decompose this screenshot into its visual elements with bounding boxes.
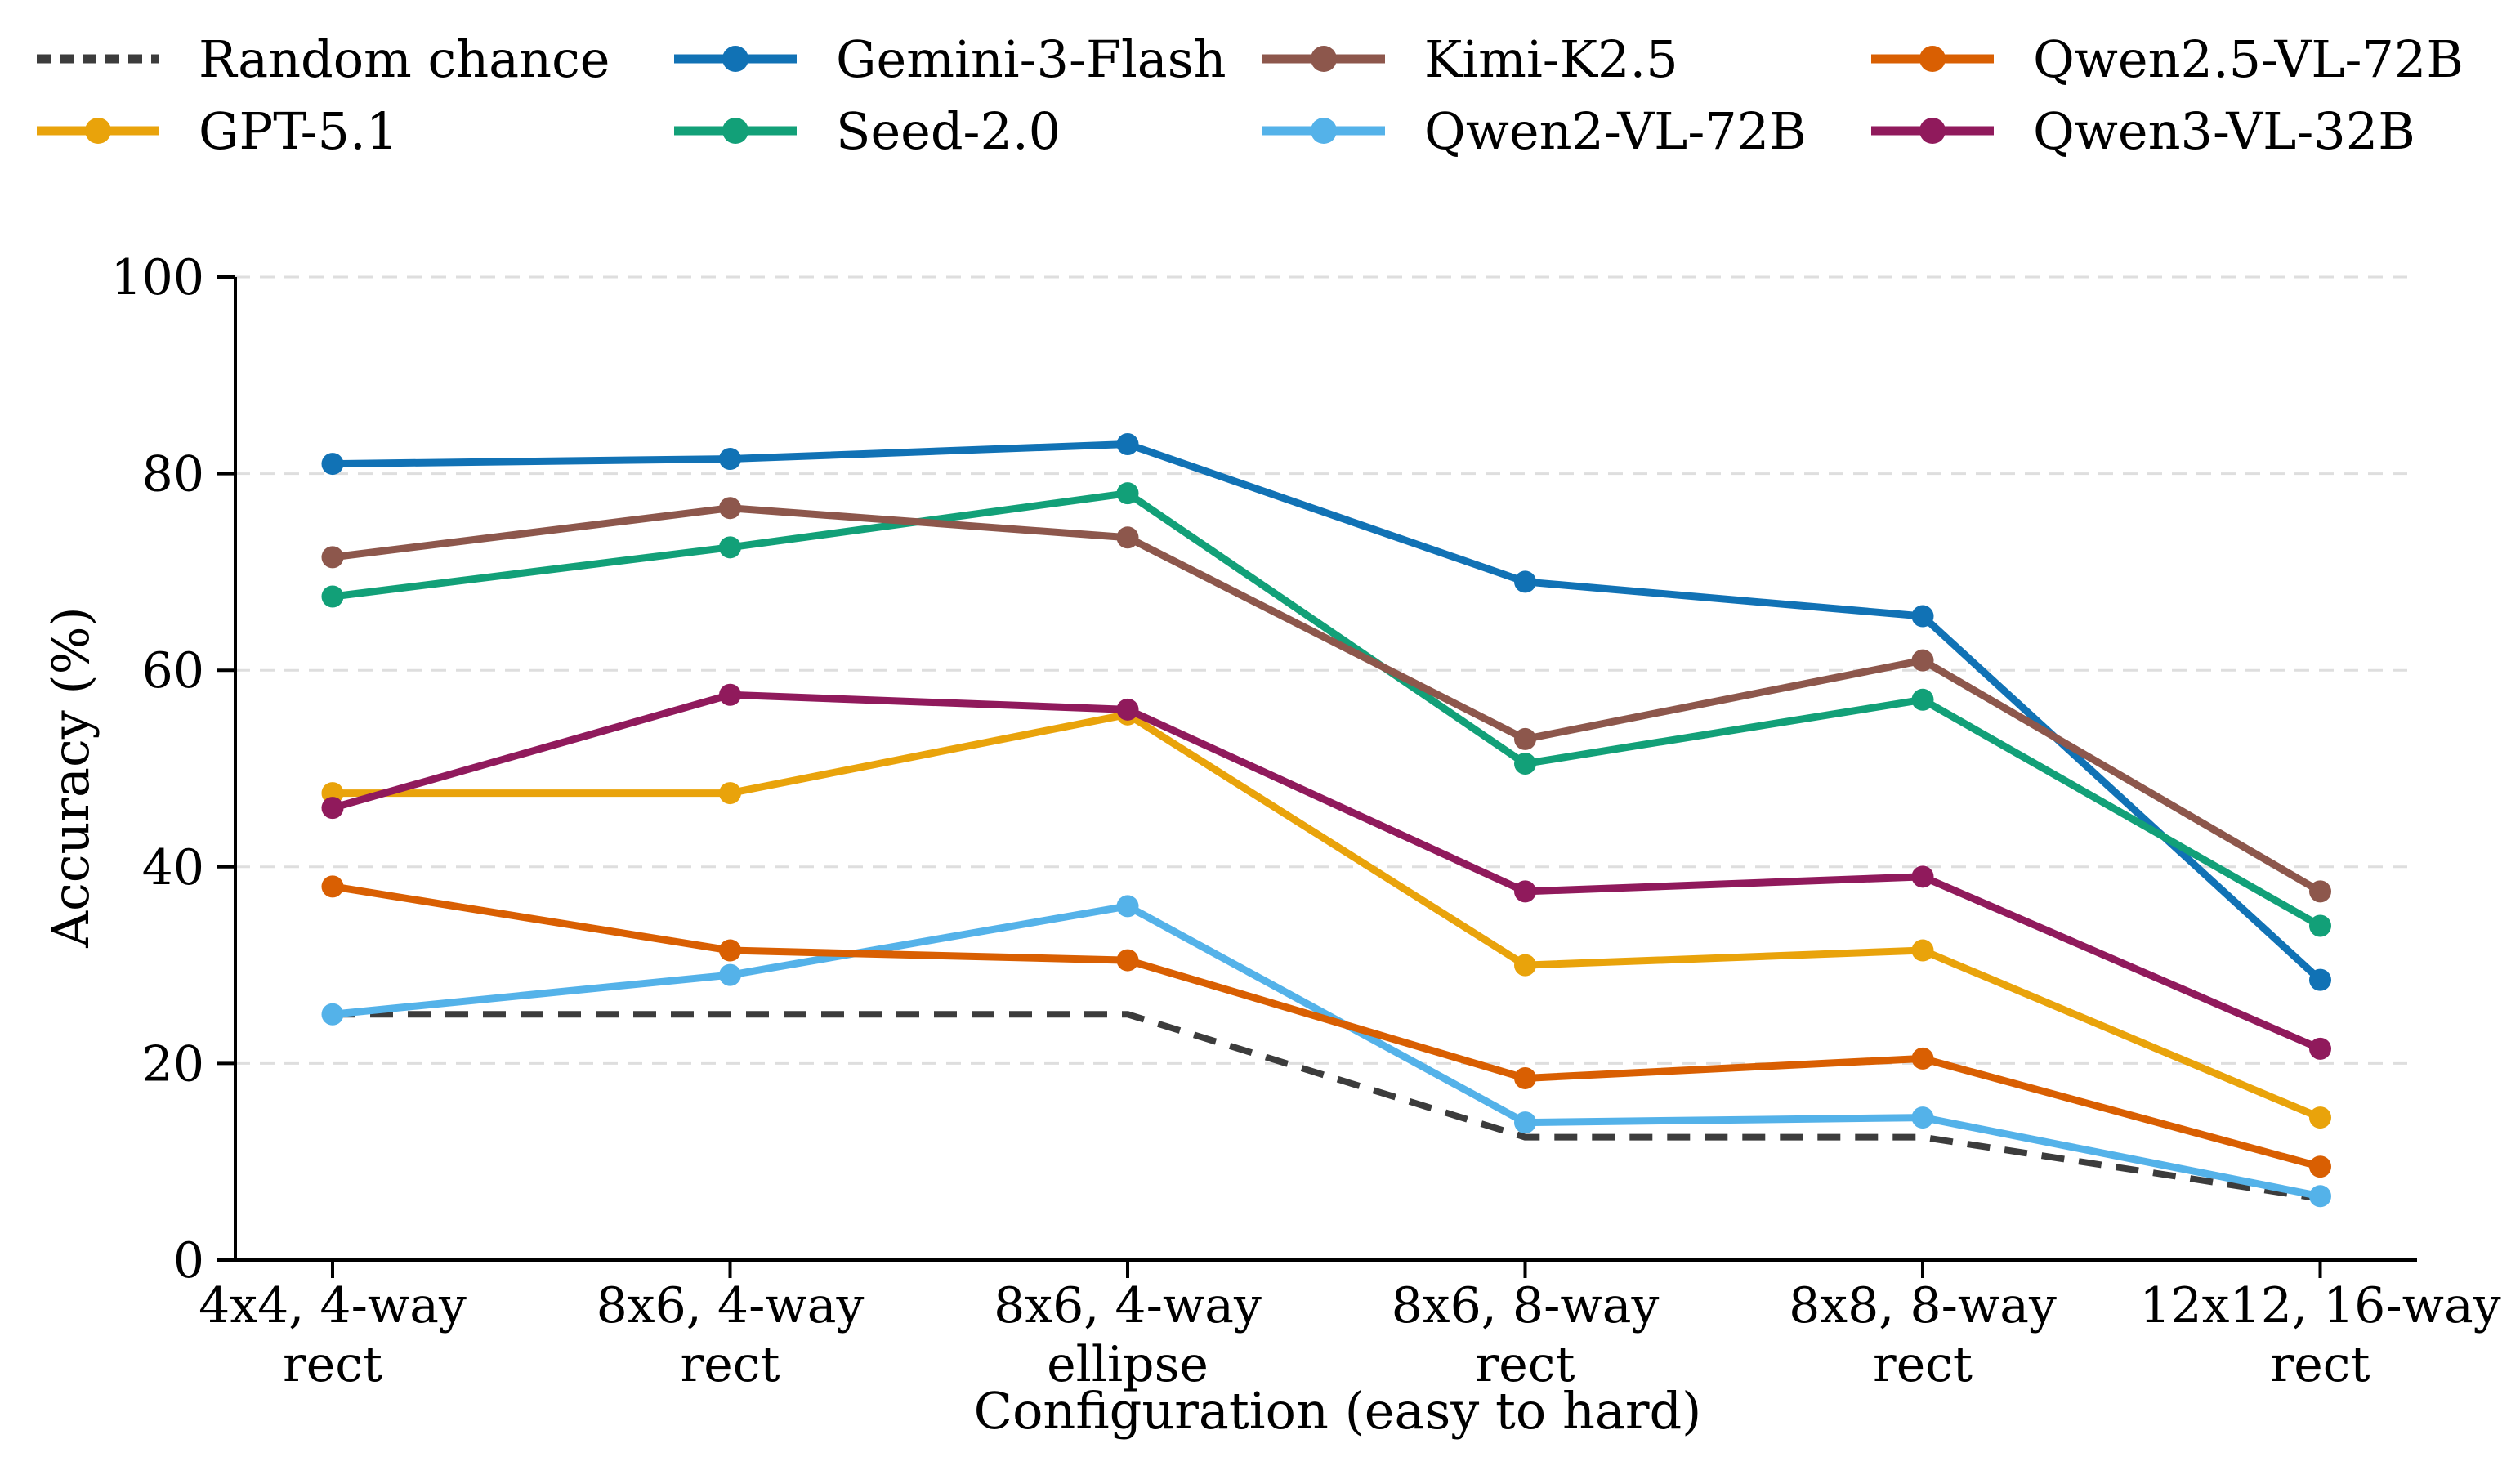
series-marker-qwen2-5-vl-72b [2309,1155,2331,1178]
series-marker-gemini-3-flash [2309,968,2331,991]
y-tick-label: 0 [173,1232,204,1289]
series-marker-kimi-k2-5 [2309,880,2331,903]
y-tick-label: 20 [142,1035,204,1093]
legend-item-kimi-k2-5: Kimi-K2.5 [1262,29,1678,89]
x-tick-label: 8x6, 4-way rect [596,1277,865,1393]
legend-marker-qwen2-vl-72b [1311,118,1337,144]
legend-item-qwen3-vl-32b: Qwen3-VL-32B [1871,101,2415,161]
legend-marker-kimi-k2-5 [1311,46,1337,72]
series-marker-qwen3-vl-32b [2309,1037,2331,1060]
series-marker-kimi-k2-5 [1116,526,1139,549]
series-line-gpt-5-1 [333,710,2322,1121]
series-marker-qwen3-vl-32b [1514,880,1536,903]
legend-item-qwen2-vl-72b: Qwen2-VL-72B [1262,101,1807,161]
series-marker-qwen2-5-vl-72b [321,875,344,898]
series-marker-kimi-k2-5 [1911,649,1934,672]
grid-layer [235,275,2417,1065]
series-line-qwen2-5-vl-72b [332,883,2321,1171]
legend-marker-gemini-3-flash [722,46,748,72]
legend-item-seed-2-0: Seed-2.0 [674,101,1061,161]
series-marker-seed-2-0 [321,585,344,608]
legend-label-gpt-5-1: GPT-5.1 [199,101,398,161]
series-marker-seed-2-0 [719,536,741,559]
legend-item-gpt-5-1: GPT-5.1 [37,101,398,161]
legend-label-gemini-3-flash: Gemini-3-Flash [836,29,1226,89]
x-tick-label: 12x12, 16-way rect [2139,1277,2500,1393]
series-marker-qwen2-5-vl-72b [1911,1047,1934,1070]
y-tick-label: 100 [110,249,204,306]
series-marker-gemini-3-flash [1116,433,1139,456]
legend-marker-seed-2-0 [722,118,748,144]
series-marker-qwen2-5-vl-72b [1514,1066,1536,1089]
series-line-random-chance [333,1011,2321,1202]
series-marker-qwen3-vl-32b [1116,698,1139,721]
series-marker-gemini-3-flash [321,453,344,476]
legend-marker-gpt-5-1 [85,118,111,144]
series-line-seed-2-0 [332,489,2322,929]
x-tick-label: 8x6, 4-way ellipse [994,1277,1262,1393]
series-marker-qwen2-vl-72b [321,1003,344,1026]
series-marker-qwen2-vl-72b [2309,1185,2331,1208]
x-tick-label: 4x4, 4-way rect [199,1277,467,1393]
series-marker-kimi-k2-5 [321,546,344,569]
legend-label-random-chance: Random chance [199,29,610,89]
legend-label-seed-2-0: Seed-2.0 [836,101,1061,161]
series-line-gemini-3-flash [332,440,2323,983]
series-marker-gemini-3-flash [1514,570,1536,593]
legend-label-qwen3-vl-32b: Qwen3-VL-32B [2033,101,2415,161]
series-marker-seed-2-0 [1116,482,1139,505]
series-marker-qwen2-5-vl-72b [719,939,741,962]
y-axis-title: Accuracy (%) [41,606,101,949]
legend-label-kimi-k2-5: Kimi-K2.5 [1424,29,1678,89]
series-marker-qwen2-vl-72b [1911,1106,1934,1129]
series-marker-qwen3-vl-32b [719,683,741,706]
series-marker-qwen2-vl-72b [719,963,741,986]
legend-item-qwen2-5-vl-72b: Qwen2.5-VL-72B [1871,29,2464,89]
series-marker-seed-2-0 [1514,752,1536,775]
series-marker-kimi-k2-5 [719,497,741,520]
legend-label-qwen2-vl-72b: Qwen2-VL-72B [1424,101,1807,161]
series-marker-qwen2-5-vl-72b [1116,949,1139,972]
x-tick-label: 8x8, 8-way rect [1789,1277,2057,1393]
series-line-qwen3-vl-32b [331,691,2322,1053]
series-marker-qwen2-vl-72b [1514,1111,1536,1134]
y-tick-label: 40 [142,839,204,896]
legend-item-gemini-3-flash: Gemini-3-Flash [674,29,1226,89]
series-line-kimi-k2-5 [332,504,2322,895]
axis-layer: 0 20 40 60 80 100 4x4, 4-way rect 8x6, 4-way rect… [110,249,2500,1393]
series-layer [321,433,2331,1208]
series-marker-gpt-5-1 [1514,954,1536,977]
x-axis-title: Configuration (easy to hard) [974,1381,1702,1441]
series-marker-qwen3-vl-32b [1911,865,1934,888]
series-marker-gpt-5-1 [2309,1106,2331,1129]
series-marker-qwen2-vl-72b [1116,895,1139,918]
x-tick-label: 8x6, 8-way rect [1392,1277,1660,1393]
legend-marker-qwen2-5-vl-72b [1919,46,1946,72]
series-line-qwen2-vl-72b [332,902,2321,1200]
series-marker-seed-2-0 [1911,688,1934,711]
series-marker-gemini-3-flash [719,448,741,471]
series-marker-seed-2-0 [2309,914,2331,937]
series-marker-kimi-k2-5 [1514,727,1536,750]
series-marker-gemini-3-flash [1911,605,1934,628]
series-marker-gpt-5-1 [719,782,741,805]
chart-legend: Random chance Gemini-3-Flash Kimi-K2.5 Qwen… [37,29,2464,161]
series-marker-gpt-5-1 [1911,939,1934,962]
legend-label-qwen2-5-vl-72b: Qwen2.5-VL-72B [2033,29,2464,89]
y-tick-label: 80 [142,446,204,503]
series-marker-qwen3-vl-32b [321,797,344,820]
y-tick-label: 60 [142,642,204,699]
legend-marker-qwen3-vl-32b [1919,118,1946,144]
legend-item-random-chance: Random chance [37,29,610,89]
